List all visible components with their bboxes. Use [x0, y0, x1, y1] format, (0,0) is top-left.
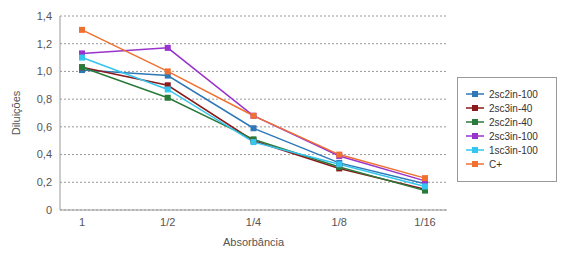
html-text:2sc2in-100: 2sc2in-100 — [489, 88, 538, 100]
svg-text:1/2: 1/2 — [160, 216, 175, 228]
html-text:2sc3in-40: 2sc3in-40 — [489, 102, 533, 114]
svg-text:1: 1 — [79, 216, 85, 228]
svg-text:1/16: 1/16 — [414, 216, 435, 228]
svg-text:Absorbância: Absorbância — [223, 236, 285, 248]
svg-text:0,4: 0,4 — [37, 148, 52, 160]
svg-text:1,4: 1,4 — [37, 10, 52, 22]
svg-text:Diluições: Diluições — [10, 90, 22, 135]
html-text:1sc3in-100: 1sc3in-100 — [489, 144, 538, 156]
svg-text:0,8: 0,8 — [37, 93, 52, 105]
svg-text:1,0: 1,0 — [37, 65, 52, 77]
svg-text:0,2: 0,2 — [37, 176, 52, 188]
svg-text:0,6: 0,6 — [37, 121, 52, 133]
html-text:C+: C+ — [489, 158, 503, 170]
svg-text:1/8: 1/8 — [332, 216, 347, 228]
svg-text:1,2: 1,2 — [37, 38, 52, 50]
svg-text:0: 0 — [46, 204, 52, 216]
svg-text:1/4: 1/4 — [246, 216, 261, 228]
html-text:2sc2in-40: 2sc2in-40 — [489, 116, 533, 128]
html-text:2sc3in-100: 2sc3in-100 — [489, 130, 538, 142]
